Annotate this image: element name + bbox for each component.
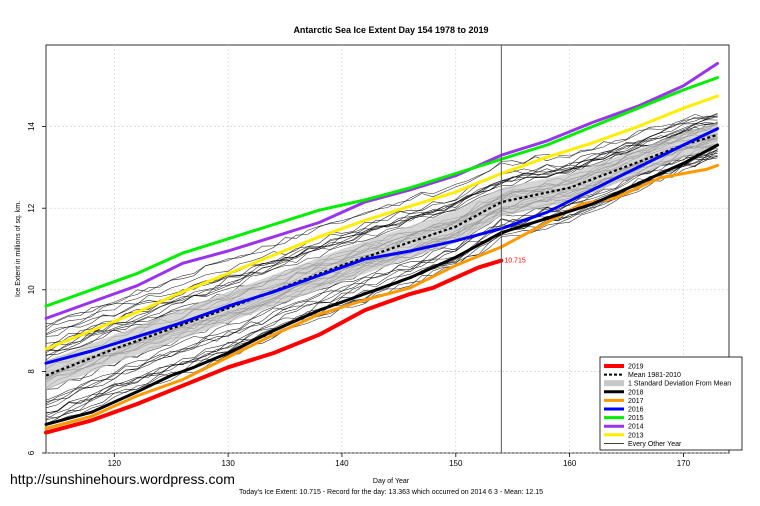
x-axis-label: Day of Year — [373, 478, 410, 485]
y-tick-label: 6 — [27, 450, 36, 455]
x-tick-label: 160 — [563, 459, 577, 468]
every-other-year-line — [45, 122, 718, 352]
legend-label: 2018 — [628, 389, 644, 396]
y-tick-label: 10 — [27, 285, 36, 294]
legend-label: 2019 — [628, 364, 644, 371]
every-other-year-line — [45, 149, 718, 416]
every-other-year-line — [45, 152, 718, 419]
legend-label: Mean 1981-2010 — [628, 372, 681, 379]
y-axis: 6 8 10 12 14 — [27, 122, 46, 455]
legend-label: 2014 — [628, 424, 644, 431]
legend-label: 2015 — [628, 415, 644, 422]
y-axis-label: Ice Extent in millions of sq. km. — [15, 201, 22, 297]
legend-label: 2013 — [628, 432, 644, 439]
every-other-year-line — [45, 115, 718, 335]
series-line-2016 — [44, 127, 720, 365]
y-tick-label: 14 — [27, 122, 36, 131]
legend-label: 2016 — [628, 407, 644, 414]
series-line-2018 — [44, 143, 720, 426]
x-tick-label: 130 — [221, 459, 235, 468]
mean-line — [45, 133, 718, 377]
series-line-2013 — [44, 94, 720, 351]
footer-note: Today's Ice Extent: 10.715 - Record for … — [239, 489, 543, 496]
legend-label: 2017 — [628, 398, 644, 405]
watermark: http://sunshinehours.wordpress.com — [10, 471, 235, 487]
series-line-2014 — [44, 61, 720, 320]
legend-label: Every Other Year — [628, 441, 682, 448]
x-tick-label: 170 — [677, 459, 691, 468]
series-line-2017 — [44, 163, 720, 430]
every-other-year-line — [45, 115, 718, 328]
y-tick-label: 12 — [27, 203, 36, 212]
x-tick-label: 140 — [335, 459, 349, 468]
x-tick-label: 120 — [108, 459, 122, 468]
legend-label: 1 Standard Deviation From Mean — [628, 381, 731, 388]
series-line-2019 — [44, 258, 504, 435]
legend-swatch — [604, 380, 624, 387]
every-other-year-line — [45, 144, 718, 401]
chart-title: Antarctic Sea Ice Extent Day 154 1978 to… — [293, 25, 488, 35]
x-axis: 120 130 140 150 160 170 — [108, 453, 691, 468]
series-line-2015 — [44, 76, 720, 308]
every-other-year-line — [45, 113, 718, 331]
current-value-label: 10.715 — [504, 258, 526, 265]
every-other-year-line — [45, 148, 718, 405]
y-tick-label: 8 — [27, 369, 36, 374]
plot-area: 10.715 — [44, 44, 730, 454]
series-layer — [44, 61, 720, 435]
x-tick-label: 150 — [449, 459, 463, 468]
every-other-year-line — [45, 155, 718, 413]
every-other-year-line — [45, 123, 718, 361]
